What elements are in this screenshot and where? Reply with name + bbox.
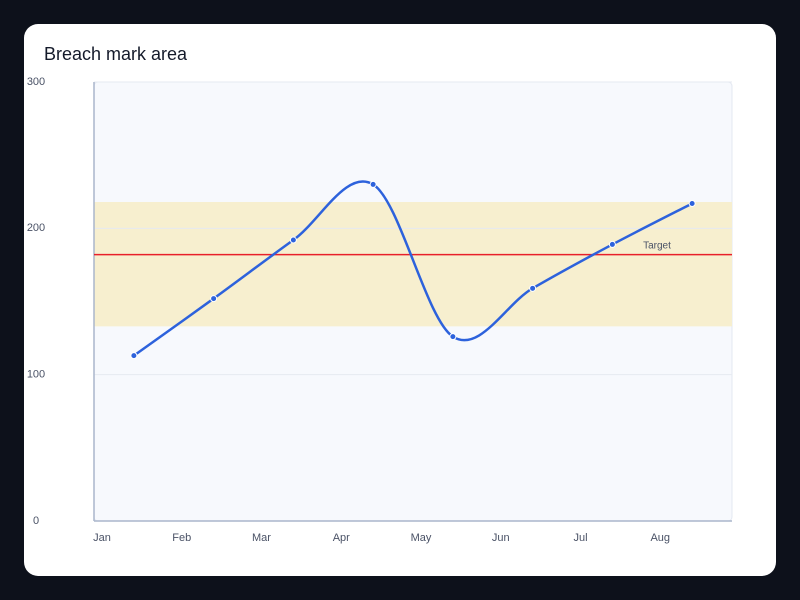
- x-tick-label: Aug: [650, 532, 670, 544]
- mark-area: [94, 201, 732, 327]
- data-point: [369, 180, 377, 188]
- y-tick-label: 300: [27, 76, 45, 88]
- data-point: [449, 333, 457, 341]
- y-tick-label: 100: [27, 369, 45, 381]
- x-tick-label: Jul: [573, 532, 587, 544]
- series-line: [133, 180, 693, 357]
- data-point: [608, 240, 616, 248]
- x-tick-label: May: [411, 532, 432, 544]
- data-point: [130, 352, 138, 360]
- data-point: [529, 284, 537, 292]
- x-tick-label: Apr: [333, 532, 350, 544]
- data-point: [289, 236, 297, 244]
- chart-title: Breach mark area: [44, 44, 188, 64]
- x-tick-label: Jun: [492, 532, 510, 544]
- data-point: [210, 295, 218, 303]
- y-tick-label: 0: [33, 515, 39, 527]
- target-label: Target: [643, 240, 671, 251]
- y-tick-label: 200: [27, 222, 45, 234]
- data-point: [688, 199, 696, 207]
- x-tick-label: Jan: [93, 532, 111, 544]
- x-tick-label: Mar: [252, 532, 271, 544]
- x-tick-label: Feb: [172, 532, 191, 544]
